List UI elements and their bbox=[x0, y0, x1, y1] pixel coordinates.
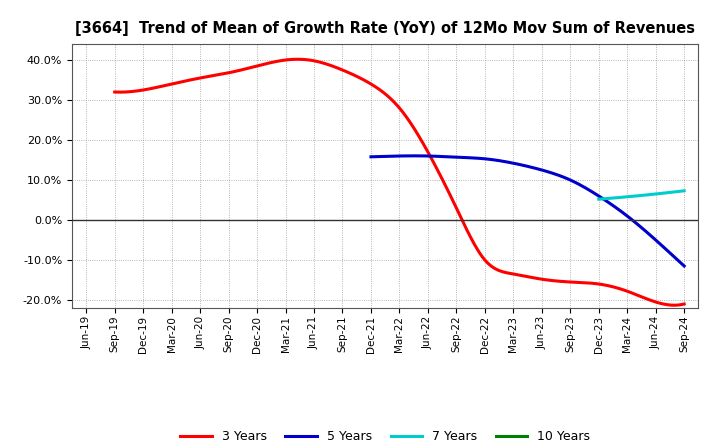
7 Years bbox=[680, 188, 688, 194]
3 Years bbox=[670, 303, 679, 308]
3 Years bbox=[293, 57, 302, 62]
5 Years bbox=[366, 154, 375, 159]
7 Years bbox=[647, 192, 655, 197]
Line: 5 Years: 5 Years bbox=[371, 156, 684, 266]
5 Years bbox=[410, 153, 419, 158]
5 Years bbox=[680, 264, 688, 269]
3 Years bbox=[593, 281, 601, 286]
Line: 7 Years: 7 Years bbox=[599, 191, 684, 199]
7 Years bbox=[672, 189, 680, 194]
3 Years bbox=[110, 89, 119, 95]
3 Years bbox=[112, 89, 121, 95]
7 Years bbox=[645, 192, 654, 197]
Legend: 3 Years, 5 Years, 7 Years, 10 Years: 3 Years, 5 Years, 7 Years, 10 Years bbox=[176, 425, 595, 440]
5 Years bbox=[553, 172, 562, 177]
5 Years bbox=[631, 220, 640, 226]
5 Years bbox=[554, 172, 563, 178]
Title: [3664]  Trend of Mean of Growth Rate (YoY) of 12Mo Mov Sum of Revenues: [3664] Trend of Mean of Growth Rate (YoY… bbox=[75, 21, 696, 36]
5 Years bbox=[652, 238, 660, 243]
Line: 3 Years: 3 Years bbox=[114, 59, 684, 305]
7 Years bbox=[595, 197, 603, 202]
3 Years bbox=[461, 224, 469, 229]
3 Years bbox=[449, 200, 458, 205]
3 Years bbox=[629, 291, 637, 296]
7 Years bbox=[667, 190, 675, 195]
3 Years bbox=[451, 204, 460, 209]
5 Years bbox=[368, 154, 377, 159]
5 Years bbox=[559, 175, 568, 180]
7 Years bbox=[645, 192, 654, 197]
3 Years bbox=[680, 301, 688, 307]
7 Years bbox=[595, 197, 603, 202]
